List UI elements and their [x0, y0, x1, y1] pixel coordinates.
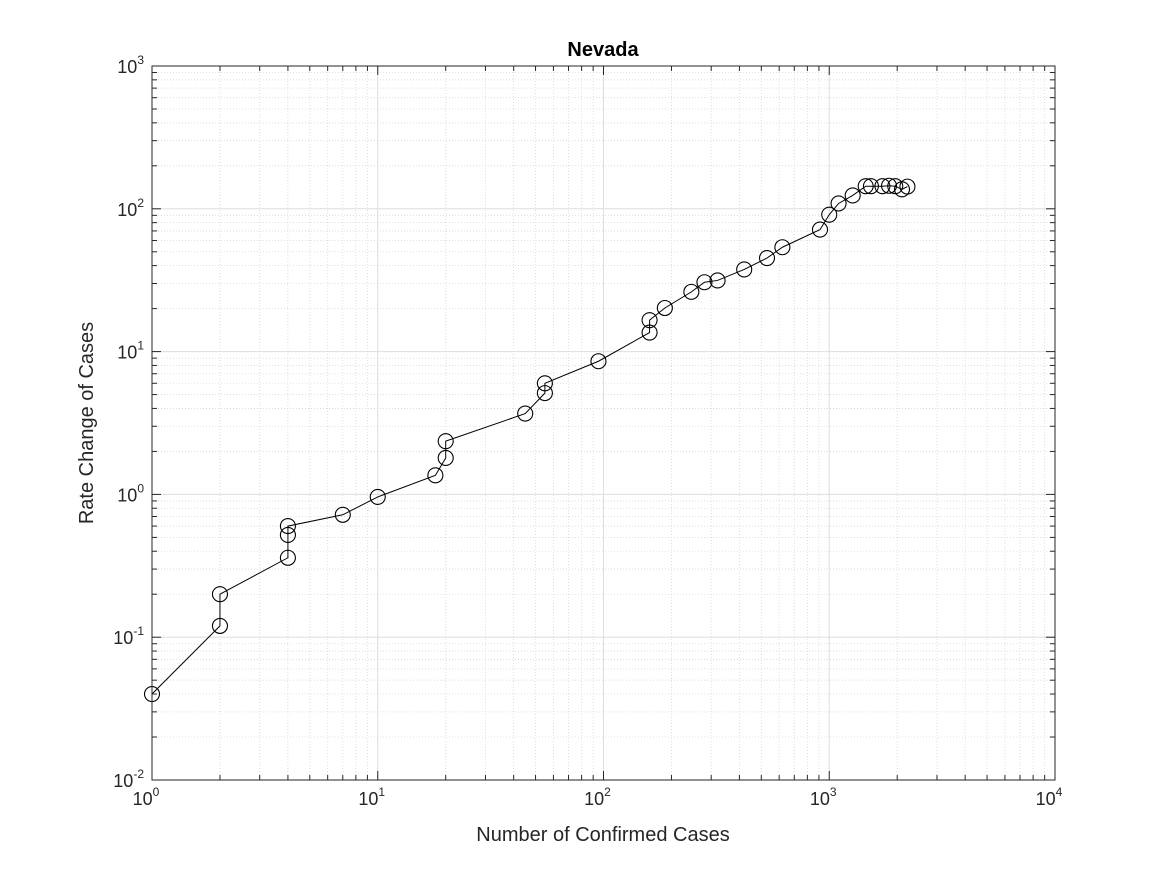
data-point-marker	[899, 178, 916, 195]
data-point-marker	[334, 506, 351, 523]
data-point-marker	[590, 353, 607, 370]
y-tick-label: 10-1	[113, 624, 144, 648]
data-point-marker	[830, 195, 847, 212]
data-point-marker	[887, 178, 904, 195]
data-point-marker	[683, 283, 700, 300]
data-point-marker	[844, 187, 861, 204]
x-tick-exponent: 4	[1056, 785, 1063, 799]
data-point-marker	[437, 449, 454, 466]
data-point-marker	[279, 526, 296, 544]
y-tick-exponent: 2	[137, 196, 144, 210]
data-point-marker	[211, 617, 229, 634]
ticks	[151, 65, 1056, 781]
data-point-marker	[536, 375, 553, 392]
y-tick-exponent: 1	[137, 339, 144, 353]
y-tick-exponent: 0	[137, 481, 144, 495]
data-point-marker	[641, 312, 658, 329]
x-tick-exponent: 3	[830, 785, 837, 799]
grid	[152, 66, 1055, 780]
data-point-marker	[874, 178, 891, 195]
data-point-marker	[517, 405, 534, 422]
data-point-marker	[821, 206, 838, 223]
data-point-marker	[696, 274, 713, 291]
data-point-marker	[736, 261, 753, 278]
x-axis-label: Number of Confirmed Cases	[476, 824, 729, 846]
series-line	[151, 185, 908, 695]
y-tick-exponent: -2	[133, 767, 144, 781]
data-point-marker	[536, 385, 553, 402]
y-tick-exponent: -1	[133, 624, 144, 638]
data-series	[143, 177, 916, 703]
data-point-marker	[211, 586, 229, 603]
y-tick-exponent: 3	[137, 53, 144, 67]
data-point-marker	[427, 467, 444, 484]
y-axis-label: Rate Change of Cases	[76, 322, 98, 524]
data-point-marker	[641, 324, 658, 341]
data-point-marker	[758, 249, 776, 267]
data-point-marker	[279, 549, 296, 566]
data-point-marker	[437, 433, 454, 450]
x-tick-label: 101	[358, 785, 385, 809]
chart-title: Nevada	[567, 39, 639, 61]
data-point-marker	[369, 488, 386, 505]
x-tick-exponent: 0	[153, 785, 160, 799]
x-tick-exponent: 1	[378, 785, 385, 799]
data-point-marker	[862, 178, 879, 195]
data-point-marker	[709, 272, 726, 289]
data-point-marker	[880, 177, 898, 194]
data-point-marker	[656, 299, 673, 317]
data-point-marker	[774, 239, 791, 256]
x-tick-exponent: 2	[604, 785, 611, 799]
data-point-marker	[857, 178, 874, 195]
data-point-marker	[279, 518, 296, 535]
data-point-marker	[811, 221, 829, 238]
